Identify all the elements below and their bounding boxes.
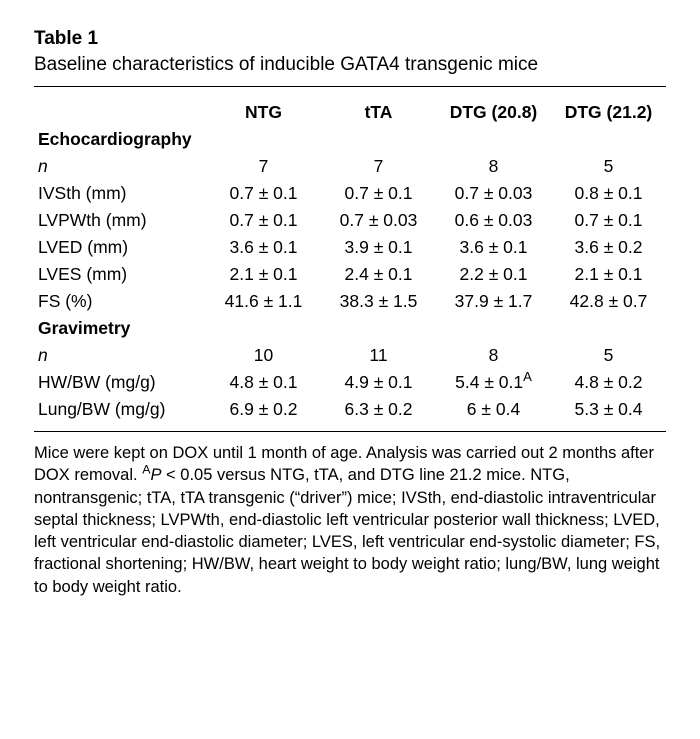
- row-label: Lung/BW (mg/g): [34, 396, 206, 423]
- cell-value: 5.4 ± 0.1: [455, 372, 523, 392]
- cell: 3.6 ± 0.1: [436, 234, 551, 261]
- cell: 0.7 ± 0.03: [436, 180, 551, 207]
- cell: 6.3 ± 0.2: [321, 396, 436, 423]
- cell: 0.6 ± 0.03: [436, 207, 551, 234]
- row-label: HW/BW (mg/g): [34, 369, 206, 396]
- table-row: IVSth (mm) 0.7 ± 0.1 0.7 ± 0.1 0.7 ± 0.0…: [34, 180, 666, 207]
- cell: 3.9 ± 0.1: [321, 234, 436, 261]
- cell: 3.6 ± 0.2: [551, 234, 666, 261]
- cell: 3.6 ± 0.1: [206, 234, 321, 261]
- table-row: n 10 11 8 5: [34, 342, 666, 369]
- table-row: Lung/BW (mg/g) 6.9 ± 0.2 6.3 ± 0.2 6 ± 0…: [34, 396, 666, 423]
- table-row: LVED (mm) 3.6 ± 0.1 3.9 ± 0.1 3.6 ± 0.1 …: [34, 234, 666, 261]
- cell: 0.7 ± 0.1: [206, 207, 321, 234]
- col-header: NTG: [206, 99, 321, 126]
- cell: 41.6 ± 1.1: [206, 288, 321, 315]
- table-page: Table 1 Baseline characteristics of indu…: [0, 0, 700, 739]
- header-row: NTG tTA DTG (20.8) DTG (21.2): [34, 99, 666, 126]
- row-label: LVES (mm): [34, 261, 206, 288]
- footnote-p2: < 0.05 versus NTG, tTA, and DTG line 21.…: [34, 466, 660, 595]
- cell: 5: [551, 342, 666, 369]
- table-row: LVPWth (mm) 0.7 ± 0.1 0.7 ± 0.03 0.6 ± 0…: [34, 207, 666, 234]
- top-rule: [34, 86, 666, 87]
- cell: 5: [551, 153, 666, 180]
- col-header: DTG (20.8): [436, 99, 551, 126]
- cell: 8: [436, 342, 551, 369]
- cell: 38.3 ± 1.5: [321, 288, 436, 315]
- cell: 6.9 ± 0.2: [206, 396, 321, 423]
- col-header: DTG (21.2): [551, 99, 666, 126]
- section-echo: Echocardiography: [34, 126, 666, 153]
- cell: 7: [321, 153, 436, 180]
- table-row: LVES (mm) 2.1 ± 0.1 2.4 ± 0.1 2.2 ± 0.1 …: [34, 261, 666, 288]
- footnote-p: P: [150, 466, 161, 484]
- section-row: Echocardiography: [34, 126, 666, 153]
- cell: 4.8 ± 0.2: [551, 369, 666, 396]
- section-grav: Gravimetry: [34, 315, 666, 342]
- section-row: Gravimetry: [34, 315, 666, 342]
- cell: 11: [321, 342, 436, 369]
- cell: 2.1 ± 0.1: [206, 261, 321, 288]
- cell: 0.7 ± 0.1: [206, 180, 321, 207]
- row-label: n: [38, 345, 48, 365]
- row-label: FS (%): [34, 288, 206, 315]
- table-row: FS (%) 41.6 ± 1.1 38.3 ± 1.5 37.9 ± 1.7 …: [34, 288, 666, 315]
- cell: 4.8 ± 0.1: [206, 369, 321, 396]
- data-table: NTG tTA DTG (20.8) DTG (21.2) Echocardio…: [34, 99, 666, 423]
- table-title: Baseline characteristics of inducible GA…: [34, 54, 666, 76]
- footnote: Mice were kept on DOX until 1 month of a…: [34, 442, 666, 598]
- col-header: tTA: [321, 99, 436, 126]
- cell: 2.4 ± 0.1: [321, 261, 436, 288]
- cell: 10: [206, 342, 321, 369]
- row-label: LVED (mm): [34, 234, 206, 261]
- cell: 8: [436, 153, 551, 180]
- cell: 0.7 ± 0.03: [321, 207, 436, 234]
- cell: 2.1 ± 0.1: [551, 261, 666, 288]
- row-label: LVPWth (mm): [34, 207, 206, 234]
- bottom-rule: [34, 431, 666, 432]
- cell: 4.9 ± 0.1: [321, 369, 436, 396]
- cell: 0.8 ± 0.1: [551, 180, 666, 207]
- cell: 2.2 ± 0.1: [436, 261, 551, 288]
- cell: 42.8 ± 0.7: [551, 288, 666, 315]
- sup-mark: A: [523, 369, 532, 384]
- cell: 0.7 ± 0.1: [551, 207, 666, 234]
- cell: 5.3 ± 0.4: [551, 396, 666, 423]
- cell-with-sup: 5.4 ± 0.1A: [436, 369, 551, 396]
- table-row: n 7 7 8 5: [34, 153, 666, 180]
- row-label: n: [38, 156, 48, 176]
- cell: 37.9 ± 1.7: [436, 288, 551, 315]
- cell: 7: [206, 153, 321, 180]
- cell: 0.7 ± 0.1: [321, 180, 436, 207]
- row-label: IVSth (mm): [34, 180, 206, 207]
- cell: 6 ± 0.4: [436, 396, 551, 423]
- table-number: Table 1: [34, 28, 666, 50]
- table-row: HW/BW (mg/g) 4.8 ± 0.1 4.9 ± 0.1 5.4 ± 0…: [34, 369, 666, 396]
